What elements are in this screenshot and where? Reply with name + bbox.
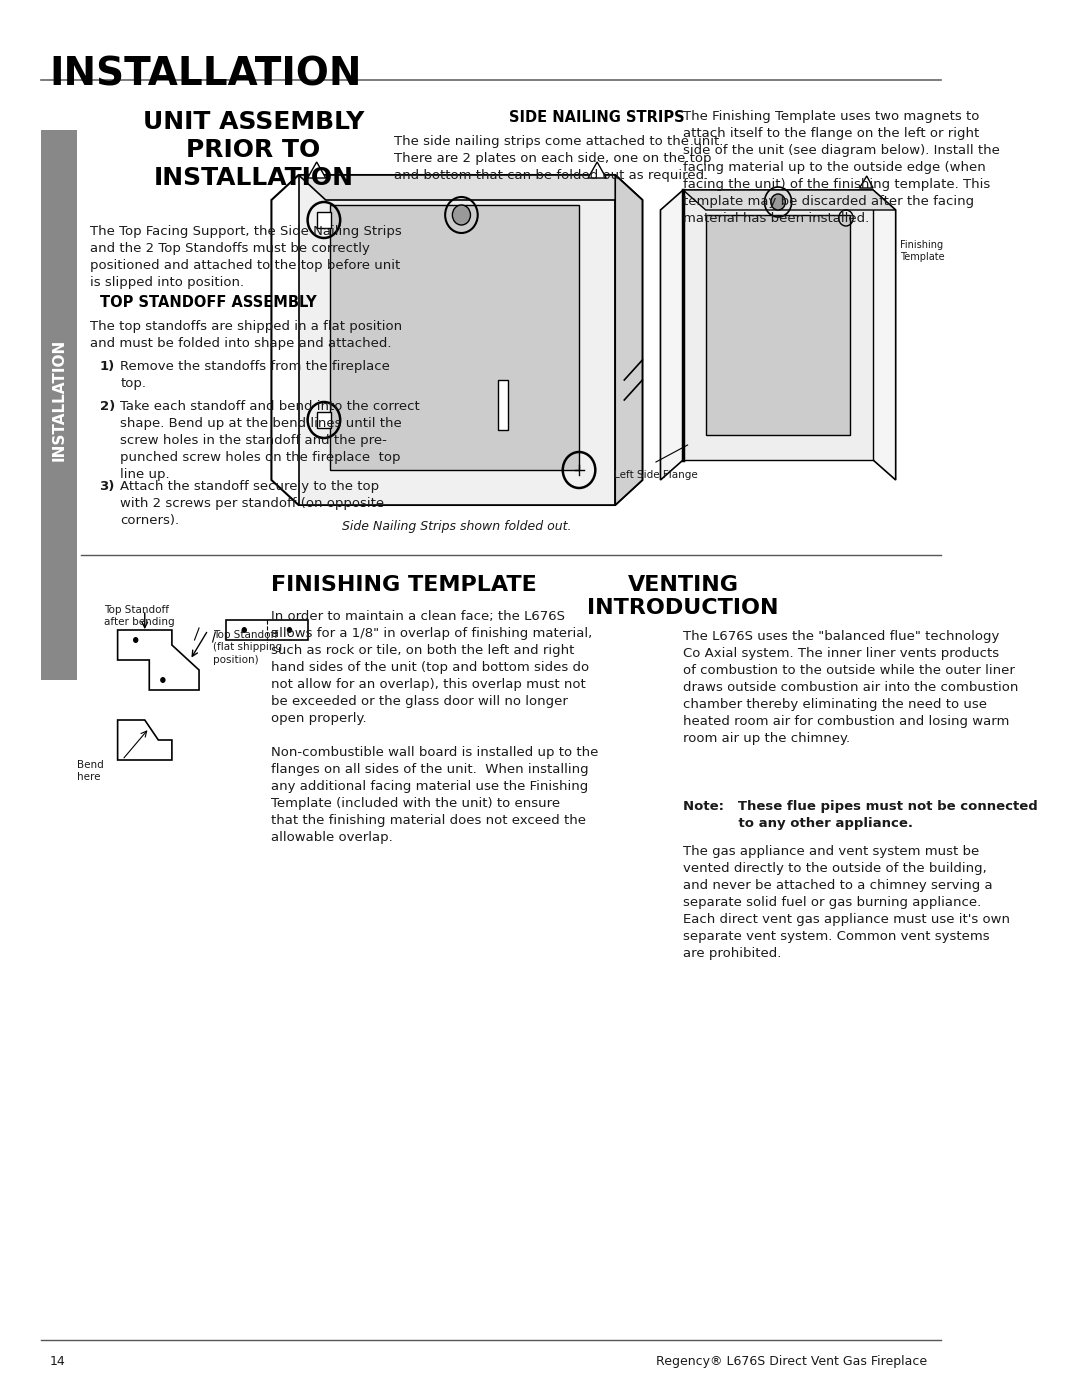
Text: Attach the standoff securely to the top
with 2 screws per standoff (on opposite
: Attach the standoff securely to the top … (120, 481, 384, 527)
Text: VENTING
INTRODUCTION: VENTING INTRODUCTION (588, 576, 779, 619)
Text: In order to maintain a clean face; the L676S
allows for a 1/8" in overlap of fin: In order to maintain a clean face; the L… (271, 610, 598, 844)
Polygon shape (308, 162, 326, 177)
Circle shape (287, 627, 293, 633)
Polygon shape (683, 190, 895, 210)
Text: The Top Facing Support, the Side Nailing Strips
and the 2 Top Standoffs must be : The Top Facing Support, the Side Nailing… (91, 225, 402, 289)
Polygon shape (589, 162, 606, 177)
Bar (498, 380, 509, 430)
Polygon shape (298, 175, 616, 504)
Text: FINISHING TEMPLATE: FINISHING TEMPLATE (271, 576, 537, 595)
Text: The L676S uses the "balanced flue" technology
Co Axial system. The inner liner v: The L676S uses the "balanced flue" techn… (683, 630, 1018, 745)
Text: Note:   These flue pipes must not be connected: Note: These flue pipes must not be conne… (683, 800, 1038, 813)
Bar (316, 412, 332, 427)
Text: UNIT ASSEMBLY
PRIOR TO
INSTALLATION: UNIT ASSEMBLY PRIOR TO INSTALLATION (143, 110, 364, 190)
Circle shape (160, 678, 165, 683)
Polygon shape (118, 719, 172, 760)
Circle shape (133, 637, 138, 643)
Text: Side Nailing Strips shown folded out.: Side Nailing Strips shown folded out. (342, 520, 571, 534)
Text: Remove the standoffs from the fireplace
top.: Remove the standoffs from the fireplace … (120, 360, 390, 390)
Text: Take each standoff and bend into the correct
shape. Bend up at the bend lines un: Take each standoff and bend into the cor… (120, 400, 420, 481)
Polygon shape (298, 175, 643, 200)
Polygon shape (226, 620, 308, 640)
Text: 3): 3) (99, 481, 114, 493)
Text: Left Side Flange: Left Side Flange (615, 469, 698, 481)
Polygon shape (616, 175, 643, 504)
Text: TOP STANDOFF ASSEMBLY: TOP STANDOFF ASSEMBLY (99, 295, 316, 310)
Polygon shape (705, 215, 850, 434)
Polygon shape (330, 205, 579, 469)
Text: 14: 14 (50, 1355, 66, 1368)
Text: Bend
here: Bend here (77, 760, 104, 782)
FancyBboxPatch shape (41, 130, 77, 680)
Circle shape (242, 627, 247, 633)
Text: The top standoffs are shipped in a flat position
and must be folded into shape a: The top standoffs are shipped in a flat … (91, 320, 403, 351)
Polygon shape (118, 630, 199, 690)
Text: 2): 2) (99, 400, 114, 414)
Polygon shape (860, 176, 873, 189)
Text: The side nailing strips come attached to the unit.
There are 2 plates on each si: The side nailing strips come attached to… (393, 136, 723, 182)
Circle shape (771, 194, 785, 210)
Bar (316, 212, 332, 228)
Text: Top Standoff
after bending: Top Standoff after bending (104, 605, 175, 627)
Text: INSTALLATION: INSTALLATION (50, 54, 362, 94)
Text: Regency® L676S Direct Vent Gas Fireplace: Regency® L676S Direct Vent Gas Fireplace (657, 1355, 928, 1368)
Text: Finishing
Template: Finishing Template (901, 240, 945, 263)
Text: Top Standoff
(flat shipping
position): Top Standoff (flat shipping position) (213, 630, 282, 665)
Text: INSTALLATION: INSTALLATION (52, 339, 66, 461)
Text: to any other appliance.: to any other appliance. (683, 817, 913, 830)
Text: The Finishing Template uses two magnets to
attach itself to the flange on the le: The Finishing Template uses two magnets … (683, 110, 1000, 225)
Text: 1): 1) (99, 360, 114, 373)
Polygon shape (661, 190, 895, 481)
Polygon shape (683, 190, 873, 460)
Text: The gas appliance and vent system must be
vented directly to the outside of the : The gas appliance and vent system must b… (683, 845, 1010, 960)
Text: SIDE NAILING STRIPS: SIDE NAILING STRIPS (510, 110, 685, 124)
Circle shape (453, 205, 471, 225)
